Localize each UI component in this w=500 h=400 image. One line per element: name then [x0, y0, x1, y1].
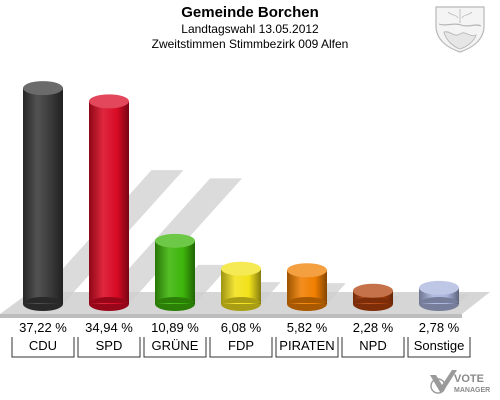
- chart-header: Gemeinde Borchen Landtagswahl 13.05.2012…: [0, 4, 500, 52]
- category-label: PIRATEN: [279, 338, 334, 353]
- bar-cap: [419, 280, 459, 295]
- bar: [287, 263, 327, 311]
- coat-of-arms-icon: [435, 6, 485, 53]
- bar-value-label: 6,08 %: [221, 320, 262, 335]
- category-tick-bracket: [341, 337, 405, 358]
- bar-body-seam: [287, 303, 327, 304]
- bar: [155, 233, 195, 311]
- category-label: Sonstige: [414, 338, 465, 353]
- votemanager-logo-icon: VOTE MANAGER: [430, 370, 490, 394]
- category-tick-bracket: [11, 337, 75, 358]
- category-label: GRÜNE: [152, 338, 199, 353]
- bar-value-label: 10,89 %: [151, 320, 199, 335]
- bar-body: [23, 88, 63, 305]
- bar-value-label: 5,82 %: [287, 320, 328, 335]
- bar: [353, 283, 393, 311]
- bar-body-seam: [155, 303, 195, 304]
- bar: [419, 280, 459, 311]
- bar-value-label: 34,94 %: [85, 320, 133, 335]
- watermark-line1: VOTE: [454, 373, 484, 385]
- bar-body-seam: [89, 303, 129, 304]
- chart-subtitle-election: Landtagswahl 13.05.2012: [181, 22, 319, 36]
- bar-value-label: 2,28 %: [353, 320, 394, 335]
- category-label: NPD: [359, 338, 386, 353]
- bar-body: [155, 240, 195, 304]
- category-tick-bracket: [77, 337, 141, 358]
- category-tick-bracket: [407, 337, 471, 358]
- bar-cap: [89, 94, 129, 109]
- bar-cap: [155, 233, 195, 248]
- chart-title: Gemeinde Borchen: [181, 4, 319, 21]
- category-tick-bracket: [143, 337, 207, 358]
- bar-cap: [353, 283, 393, 298]
- bars: [23, 81, 459, 311]
- platform-edge: [0, 314, 462, 318]
- category-label: SPD: [96, 338, 123, 353]
- bar-body-seam: [221, 303, 261, 304]
- category-tick-bracket: [275, 337, 339, 358]
- bar: [89, 94, 129, 311]
- category-label: FDP: [228, 338, 254, 353]
- bar-cap: [23, 81, 63, 96]
- bar: [221, 261, 261, 311]
- bar-labels: 37,22 % CDU 34,94 % SPD 10,89 % GRÜNE 6,08 % FD…: [11, 320, 471, 358]
- bar-value-label: 37,22 %: [19, 320, 67, 335]
- chart-subtitle-district: Zweitstimmen Stimmbezirk 009 Alfen: [151, 37, 349, 51]
- category-tick-bracket: [209, 337, 273, 358]
- watermark-line2: MANAGER: [454, 387, 490, 394]
- bar-value-label: 2,78 %: [419, 320, 460, 335]
- bar: [23, 81, 63, 311]
- category-label: CDU: [29, 338, 57, 353]
- bar-body-seam: [353, 303, 393, 304]
- bar-cap: [287, 263, 327, 278]
- bar-cap: [221, 261, 261, 276]
- bar-body-seam: [419, 303, 459, 304]
- bar-body: [89, 101, 129, 305]
- bar-body-seam: [23, 303, 63, 304]
